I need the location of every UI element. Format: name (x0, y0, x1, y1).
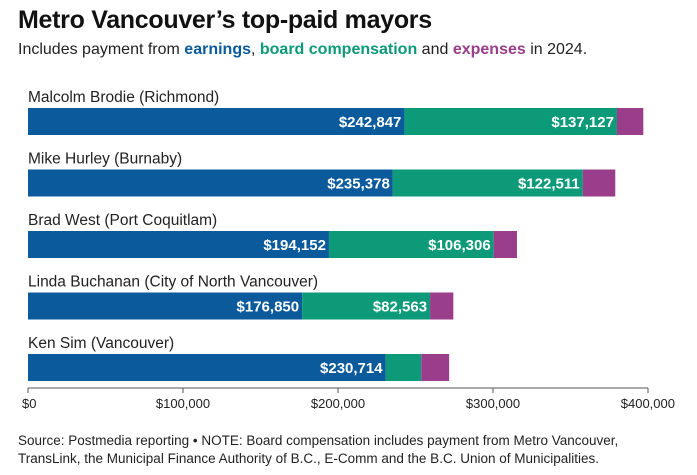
bar-segment-board (328, 231, 494, 258)
bar-segment-earnings (28, 231, 329, 258)
data-label: $137,127 (551, 114, 614, 131)
legend-board-compensation: board compensation (259, 41, 418, 58)
bar-segment-expenses (421, 354, 450, 381)
legend-earnings: earnings (184, 41, 251, 58)
bar-segment-board (404, 108, 617, 135)
chart-title: Metro Vancouver’s top-paid mayors (18, 6, 432, 34)
subtitle-suffix: in 2024. (525, 41, 588, 58)
data-label: $235,378 (327, 176, 390, 193)
bar-segment-expenses (430, 292, 454, 320)
bar-segment-board (302, 292, 431, 320)
bar-segment-expenses (616, 108, 644, 135)
source-note: Source: Postmedia reporting • NOTE: Boar… (18, 433, 619, 466)
x-tick-label: $100,000 (156, 396, 210, 411)
bar-segment-expenses (582, 169, 616, 197)
bar-segment-board (385, 354, 422, 381)
subtitle-sep1: , (250, 41, 260, 58)
stacked-bar-chart: Malcolm Brodie (Richmond) $242,847 $137,12… (22, 89, 675, 411)
data-label: $122,511 (518, 176, 580, 193)
subtitle-prefix: Includes payment from (18, 41, 185, 58)
x-tick-label: $400,000 (621, 396, 675, 411)
bar-segment-earnings (28, 108, 405, 135)
data-label: $194,152 (263, 237, 326, 254)
data-label: $82,563 (373, 299, 427, 316)
bar-segment-board (392, 169, 583, 197)
bar-segment-earnings (28, 354, 386, 381)
x-tick-label: $300,000 (466, 396, 520, 411)
category-label: Brad West (Port Coquitlam) (28, 212, 217, 229)
data-label: $176,850 (237, 299, 300, 316)
subtitle-sep2: and (417, 41, 453, 58)
category-label: Mike Hurley (Burnaby) (28, 151, 182, 168)
bar-segment-earnings (28, 292, 303, 320)
legend-expenses: expenses (452, 41, 526, 58)
bar-segment-expenses (493, 231, 517, 258)
category-label: Linda Buchanan (City of North Vancouver) (28, 274, 318, 291)
data-label: $106,306 (428, 237, 491, 254)
data-label: $230,714 (320, 360, 383, 377)
category-label: Ken Sim (Vancouver) (28, 335, 174, 352)
data-label: $242,847 (339, 114, 402, 131)
bar-segment-earnings (28, 169, 393, 197)
chart-subtitle: Includes payment from earnings, board co… (18, 41, 587, 59)
x-tick-label: $0 (22, 396, 36, 411)
category-label: Malcolm Brodie (Richmond) (28, 89, 219, 106)
x-tick-label: $200,000 (311, 396, 365, 411)
